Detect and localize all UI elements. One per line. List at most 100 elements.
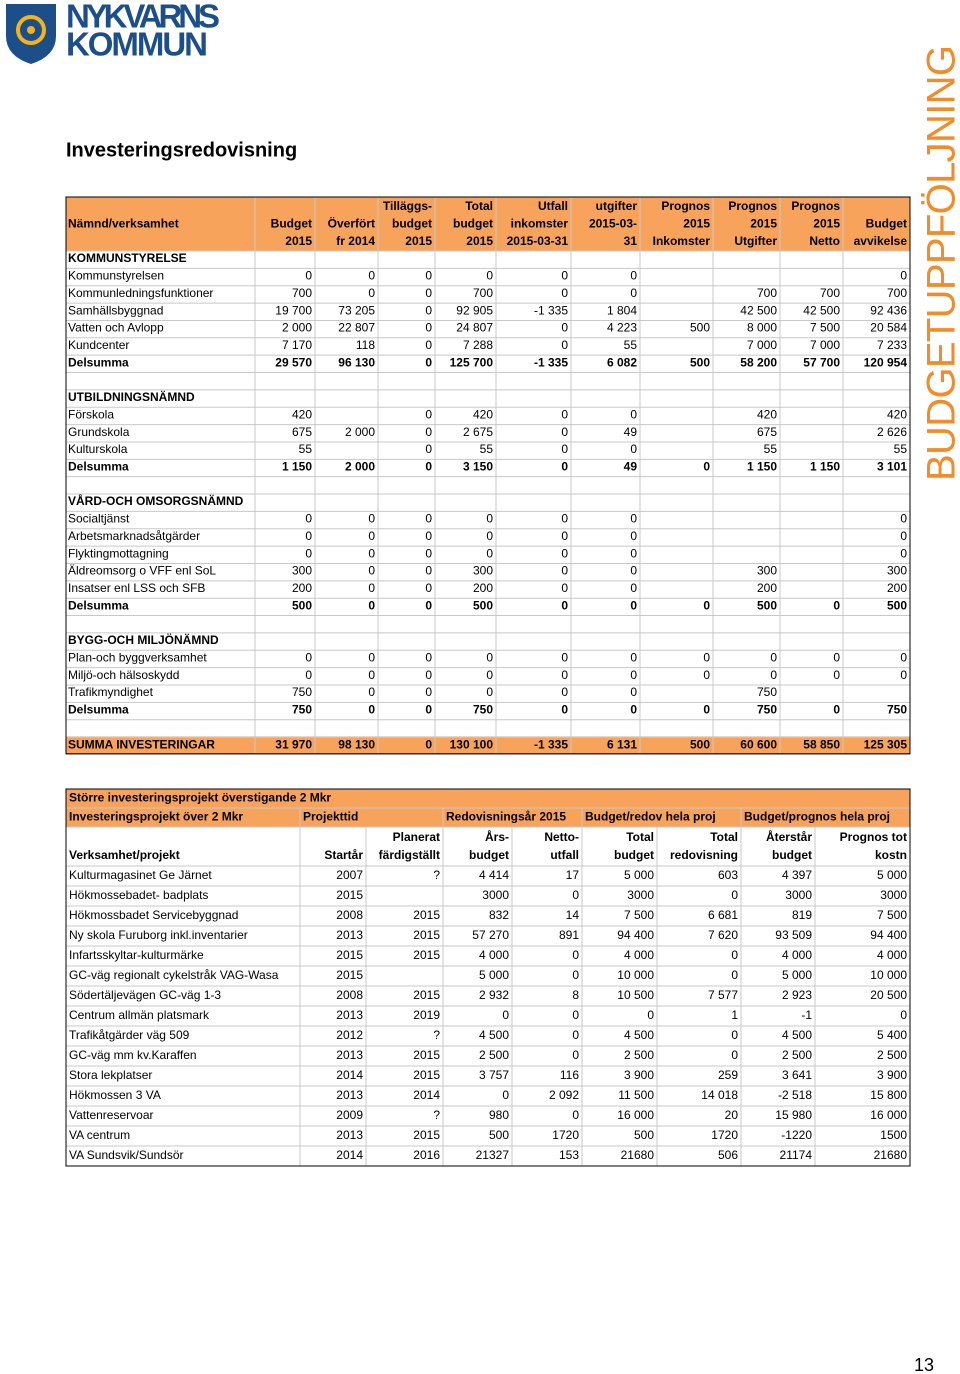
row-label: VA Sundsvik/Sundsör [69,1148,184,1162]
total-bg [66,736,910,754]
cell-value: 0 [425,598,432,612]
cell-value: 1500 [880,1128,907,1142]
cell-value: 2 000 [282,321,312,335]
cell-value: 2016 [413,1148,440,1162]
cell-value: 2015 [336,888,363,902]
cell-value: 20 [725,1108,739,1122]
cell-value: 17 [566,868,580,882]
row-label: Trafikåtgärder väg 509 [69,1028,190,1042]
cell-value: 1720 [552,1128,579,1142]
cell-value: 0 [572,1008,579,1022]
cell-value: 42 500 [740,303,777,317]
row-label: Plan-och byggverksamhet [68,650,207,664]
cell-value: 500 [757,598,777,612]
cell-value: 3000 [785,888,812,902]
cell-value: 0 [630,581,637,595]
column-header: 2015-03-31 [507,234,569,248]
cell-value: 0 [561,581,568,595]
row-label: GC-väg mm kv.Karaffen [69,1048,197,1062]
cell-value: 0 [561,512,568,526]
column-header: Prognos [661,199,710,213]
column-header: Budget [866,217,907,231]
cell-value: 73 205 [338,303,375,317]
cell-value: 2015 [413,1128,440,1142]
cell-value: 125 700 [450,355,494,369]
cell-value: 0 [572,888,579,902]
cell-value: 700 [292,286,312,300]
column-header: Överfört [328,216,375,231]
cell-value: 0 [572,1048,579,1062]
cell-value: 2 092 [549,1088,579,1102]
cell-value: -1220 [781,1128,812,1142]
row-label: Infartsskyltar-kulturmärke [69,948,204,962]
cell-value: 500 [473,598,493,612]
row-label: Trafikmyndighet [68,685,154,699]
cell-value: 7 577 [708,988,738,1002]
cell-value: 21327 [476,1148,510,1162]
cell-value: 832 [489,908,509,922]
row-label: Samhällsbyggnad [68,303,163,317]
row-label: Stora lekplatser [69,1068,152,1082]
cell-value: 700 [757,286,777,300]
cell-value: 7 288 [463,338,493,352]
cell-value: ? [433,1028,440,1042]
row-label: Kommunledningsfunktioner [68,286,213,300]
cell-value: 0 [630,407,637,421]
cell-value: 15 800 [870,1088,907,1102]
cell-value: 300 [757,564,777,578]
cell-value: 2019 [413,1008,440,1022]
cell-value: 0 [305,529,312,543]
cell-value: 0 [561,442,568,456]
group-header: Projekttid [303,810,358,824]
side-label: BUDGETUPPFÖLJNING [920,45,960,481]
cell-value: 0 [425,703,432,717]
row-label: Centrum allmän platsmark [69,1008,210,1022]
cell-value: 0 [770,668,777,682]
logo-hub [27,26,35,34]
cell-value: 0 [561,529,568,543]
cell-value: 0 [630,546,637,560]
cell-value: ? [433,1108,440,1122]
column-header: kostn [875,848,907,862]
cell-value: 0 [425,737,432,751]
cell-value: 0 [305,668,312,682]
column-header: Prognos tot [840,830,907,844]
cell-value: 0 [425,407,432,421]
cell-value: 7 620 [708,928,738,942]
cell-value: 0 [561,286,568,300]
cell-value: 31 970 [275,737,312,751]
cell-value: 0 [647,1008,654,1022]
cell-value: 0 [561,598,568,612]
cell-value: 0 [561,407,568,421]
logo-text: NYKVARNS [66,0,220,35]
cell-value: 420 [887,407,907,421]
cell-value: 980 [489,1108,509,1122]
group-header: Budget/prognos hela proj [744,810,890,824]
cell-value: 0 [630,685,637,699]
cell-value: 94 400 [870,928,907,942]
cell-value: 0 [703,650,710,664]
cell-value: 57 270 [472,928,509,942]
page-title: Investeringsredovisning [66,139,297,161]
cell-value: 500 [690,321,710,335]
cell-value: 42 500 [803,303,840,317]
column-header: 2015 [813,217,840,231]
cell-value: 0 [368,598,375,612]
cell-value: 4 414 [479,868,509,882]
cell-value: 57 700 [803,355,840,369]
column-header: Tilläggs- [383,199,432,213]
row-label-bold: Delsumma [68,598,129,612]
cell-value: 2008 [336,908,363,922]
section-heading: KOMMUNSTYRELSE [68,251,187,265]
cell-value: 21174 [780,1148,813,1162]
cell-value: 6 681 [708,908,738,922]
logo-text: KOMMUN [66,26,208,63]
cell-value: 0 [703,459,710,473]
cell-value: 120 954 [864,355,908,369]
cell-value: 2015 [336,948,363,962]
header-bg [66,197,910,251]
cell-value: 1 150 [747,459,777,473]
cell-value: 750 [887,703,907,717]
cell-value: 1 804 [607,303,637,317]
